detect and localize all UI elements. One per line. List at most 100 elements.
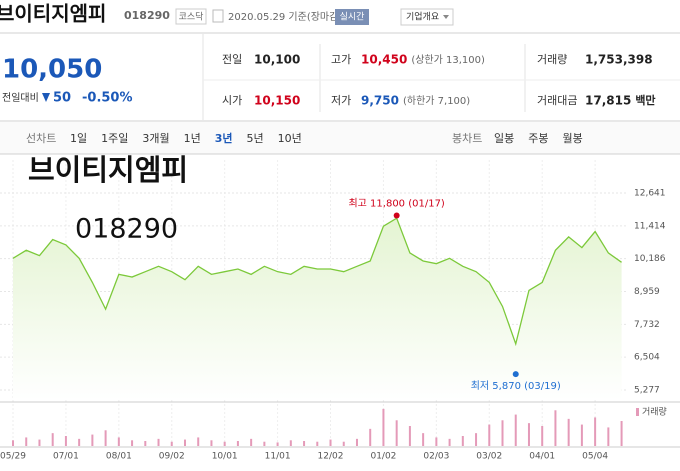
volume-bar: [276, 442, 279, 446]
stat-label: 고가: [331, 53, 351, 66]
volume-bar: [488, 424, 491, 446]
volume-bar: [342, 441, 345, 446]
volume-bar: [51, 433, 54, 446]
stat-label: 저가: [331, 94, 351, 107]
volume-bar: [461, 436, 464, 446]
x-tick-label: 09/02: [159, 452, 185, 462]
change-pct: -0.50%: [82, 91, 133, 106]
high-marker: [393, 212, 400, 219]
volume-bar: [382, 408, 385, 446]
volume-legend: 거래량: [642, 406, 667, 418]
period-tab[interactable]: 3개월: [142, 132, 169, 145]
candle-tab[interactable]: 월봉: [563, 132, 583, 145]
company-button-text[interactable]: 기업개요: [406, 12, 439, 23]
period-tab[interactable]: 1주일: [101, 131, 128, 145]
calendar-icon: [212, 9, 224, 23]
price-line: [12, 217, 622, 347]
volume-bar: [329, 439, 332, 446]
volume-bar: [316, 441, 319, 446]
volume-bar: [303, 441, 306, 446]
volume-bar: [157, 438, 160, 446]
y-tick-label: 12,641: [634, 189, 666, 199]
stat-note: (상한가 13,100): [411, 54, 485, 66]
x-tick-label: 01/02: [370, 452, 396, 462]
volume-bar: [395, 420, 398, 446]
x-tick-label: 05/29: [0, 452, 26, 462]
stat-value: 17,815: [585, 94, 631, 108]
volume-bar: [620, 421, 623, 446]
volume-bar: [38, 439, 41, 446]
stat-value: 10,450: [361, 53, 407, 67]
volume-bar: [263, 441, 266, 446]
y-tick-label: 7,732: [634, 320, 660, 330]
down-arrow: [42, 93, 50, 102]
x-tick-label: 04/01: [529, 452, 555, 462]
stat-value: 10,150: [254, 94, 300, 108]
tab-bar: [0, 122, 680, 154]
realtime-button-text[interactable]: 실시간: [340, 12, 365, 23]
stock-name: 브이티지엠피: [0, 2, 106, 26]
chart: 5,277 6,504 7,732 8,959 10,186 11,414 12,641 최고…: [0, 160, 680, 462]
stat-label: 거래량: [537, 53, 567, 66]
y-tick-label: 10,186: [634, 254, 666, 264]
volume-bar: [250, 438, 253, 446]
change: 50: [53, 91, 71, 106]
volume-bar: [289, 440, 292, 446]
volume-bar: [527, 423, 530, 446]
volume-legend-icon: [636, 408, 639, 416]
volume-bar: [567, 418, 570, 446]
x-tick-label: 02/03: [423, 452, 449, 462]
x-tick-label: 03/02: [476, 452, 502, 462]
stat-value: 9,750: [361, 94, 399, 108]
date-text: 2020.05.29 기준(장마감): [228, 11, 342, 23]
market-badge: [175, 8, 207, 25]
volume-bar: [448, 438, 451, 446]
y-tick-label: 6,504: [634, 353, 660, 363]
volume-bar: [223, 441, 226, 446]
period-tab[interactable]: 1일: [70, 131, 87, 145]
y-tick-label: 11,414: [634, 221, 666, 231]
x-tick-label: 11/01: [265, 452, 291, 462]
x-tick-label: 05/04: [582, 452, 608, 462]
price-area: [13, 218, 622, 400]
volume-bar: [117, 437, 120, 446]
stat-label: 전일: [222, 52, 242, 66]
market-badge-text: 코스닥: [179, 12, 204, 23]
volume-bar: [236, 441, 239, 446]
volume-bar: [607, 427, 610, 446]
stock-code: 018290: [124, 9, 170, 22]
change-label: 전일대비: [2, 92, 39, 104]
period-tab[interactable]: 3년: [215, 131, 233, 145]
dropdown-arrow: [443, 15, 449, 19]
volume-bar: [210, 440, 213, 446]
volume-bar: [408, 426, 411, 446]
period-tab[interactable]: 1년: [184, 132, 201, 145]
period-tab[interactable]: 5년: [247, 132, 264, 145]
volume-bar: [514, 414, 517, 446]
volume-bar: [554, 410, 557, 446]
candle-tab[interactable]: 일봉: [494, 131, 514, 145]
x-tick-label: 10/01: [212, 452, 238, 462]
stat-value: 10,100: [254, 53, 300, 67]
volume-bar: [91, 434, 94, 446]
stat-unit: 백만: [635, 93, 655, 107]
volume-bar: [78, 438, 81, 446]
realtime-button[interactable]: [335, 9, 369, 25]
volume-bar: [580, 424, 583, 446]
price: 10,050: [2, 55, 102, 85]
period-tab[interactable]: 10년: [278, 132, 302, 145]
volume-bar: [355, 438, 358, 446]
volume-bar: [594, 417, 597, 446]
volume-bar: [435, 437, 438, 446]
stat-label: 시가: [222, 94, 242, 107]
stat-value: 1,753,398: [585, 53, 653, 67]
candle-tab[interactable]: 주봉: [528, 132, 548, 145]
volume-bar: [197, 437, 200, 446]
company-button[interactable]: [400, 8, 454, 26]
x-tick-label: 12/02: [318, 452, 344, 462]
y-tick-label: 5,277: [634, 386, 660, 396]
y-tick-label: 8,959: [634, 287, 660, 297]
high-label: 최고 11,800 (01/17): [348, 197, 444, 209]
volume-bar: [183, 439, 186, 446]
